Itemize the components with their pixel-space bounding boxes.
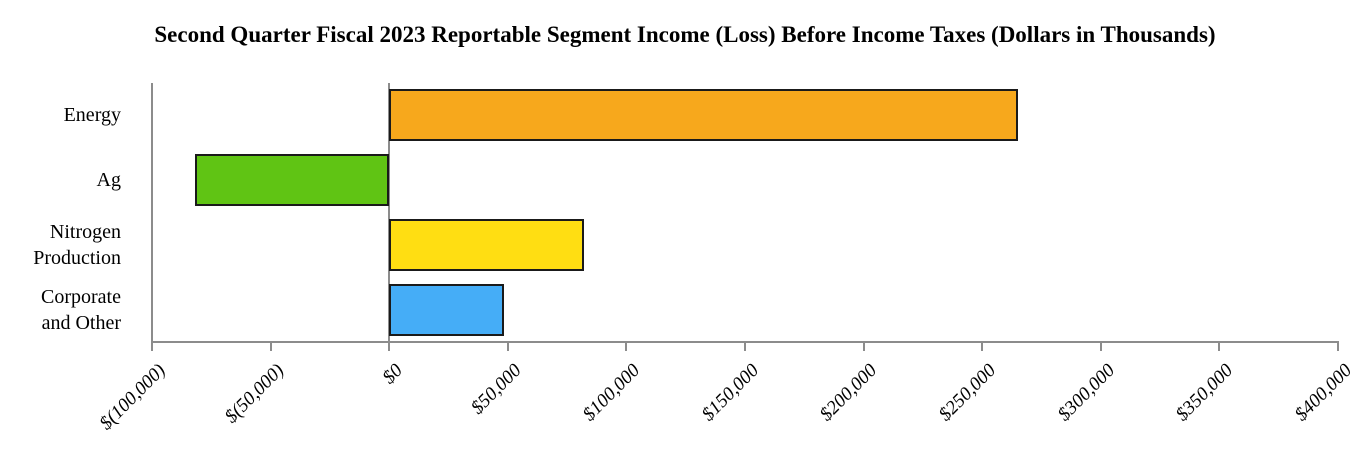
bar-energy xyxy=(389,89,1018,142)
x-axis-tick-labels: $(100,000) $(50,000) $0 $50,000 $100,000 $150… xyxy=(0,360,1370,470)
x-tick-label: $250,000 xyxy=(934,360,1001,426)
category-label-corporate-and-other: Corporate and Other xyxy=(41,285,121,334)
x-axis-tick-mark xyxy=(388,343,391,351)
x-tick-label: $200,000 xyxy=(816,360,882,426)
x-axis-tick-mark xyxy=(625,343,628,351)
x-axis-tick-mark xyxy=(744,343,746,351)
x-axis-tick-mark xyxy=(506,343,509,351)
x-axis-tick-mark xyxy=(862,343,865,351)
category-label-energy: Energy xyxy=(63,104,121,127)
category-label-nitrogen-production: Nitrogen Production xyxy=(33,220,121,269)
chart-title: Second Quarter Fiscal 2023 Reportable Se… xyxy=(154,22,1216,47)
x-tick-label: $350,000 xyxy=(1172,360,1238,426)
zero-value-gridline xyxy=(388,83,391,341)
x-axis-tick-mark xyxy=(981,343,984,351)
bar-nitrogen-production xyxy=(389,218,584,271)
x-axis-line xyxy=(151,341,1339,343)
y-axis-line xyxy=(151,83,153,342)
x-axis-tick-mark xyxy=(1337,343,1339,351)
x-tick-label: $150,000 xyxy=(697,360,763,426)
x-axis-tick-mark xyxy=(151,343,153,351)
plot-area xyxy=(151,83,1339,351)
x-tick-label: $0 xyxy=(378,360,408,389)
x-tick-label: $50,000 xyxy=(467,360,526,419)
x-tick-label: $(50,000) xyxy=(220,360,289,428)
x-tick-label: $400,000 xyxy=(1290,360,1356,426)
bar-ag xyxy=(194,154,390,207)
bar-corporate-and-other xyxy=(389,283,505,336)
x-tick-label: $300,000 xyxy=(1053,360,1119,426)
x-axis-tick-mark xyxy=(1218,343,1221,351)
x-tick-label: $(100,000) xyxy=(95,360,170,435)
x-axis-tick-mark xyxy=(269,343,272,351)
category-label-ag: Ag xyxy=(96,169,121,192)
x-tick-label: $100,000 xyxy=(579,360,645,426)
x-axis-tick-mark xyxy=(1099,343,1102,351)
